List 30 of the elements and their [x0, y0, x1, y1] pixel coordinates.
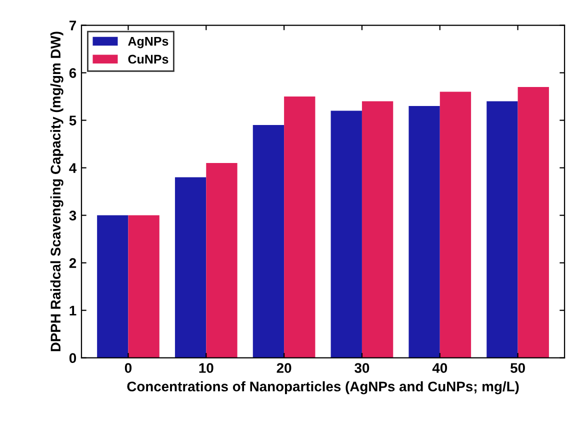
bar	[440, 92, 472, 358]
y-tick-label: 2	[69, 258, 76, 268]
y-tick-label: 6	[69, 68, 76, 78]
x-tick-label: 0	[124, 363, 132, 373]
x-tick-label: 50	[510, 363, 525, 373]
x-tick-label: 40	[432, 363, 448, 373]
bar	[206, 163, 238, 358]
x-tick-label: 10	[199, 363, 214, 373]
bar	[284, 96, 316, 358]
legend-label: CuNPs	[128, 54, 168, 64]
x-axis-title: Concentrations of Nanoparticles (AgNPs and CuNPs; mg/L)	[127, 381, 519, 394]
x-tick-label: 20	[276, 363, 292, 373]
y-tick-label: 5	[69, 116, 76, 126]
bar	[408, 106, 440, 358]
y-tick-label: 4	[69, 163, 77, 173]
x-tick-label: 30	[354, 363, 370, 373]
y-tick-label: 0	[69, 353, 76, 364]
bar	[128, 215, 160, 358]
legend-label: AgNPs	[128, 36, 168, 48]
y-tick-label: 7	[69, 20, 76, 30]
y-axis-title: DPPH Raidcal Scavenging Capacity (mg/gm DW)	[50, 32, 64, 352]
bar	[362, 101, 394, 358]
y-tick-label: 1	[70, 306, 76, 316]
bar	[252, 125, 284, 358]
y-tick-label: 3	[69, 210, 76, 220]
bar	[330, 110, 362, 358]
bar	[174, 177, 206, 358]
bar	[97, 215, 128, 358]
bar	[486, 101, 518, 358]
bar	[518, 87, 549, 358]
